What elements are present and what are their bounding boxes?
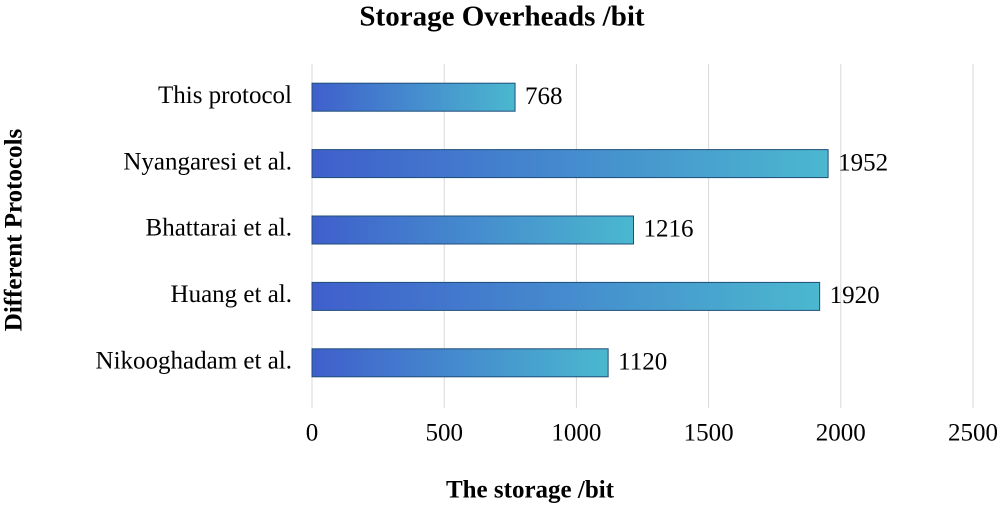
data-label: 1952: [838, 149, 888, 176]
x-tick-label: 0: [306, 420, 319, 447]
x-tick-label: 1500: [684, 420, 734, 447]
bar: [311, 348, 609, 378]
data-label: 1120: [618, 349, 667, 376]
y-tick-label: Nyangaresi et al.: [123, 148, 292, 175]
x-tick-label: 2000: [816, 420, 866, 447]
bar: [311, 149, 829, 179]
x-tick-label: 1000: [551, 420, 601, 447]
data-label: 1216: [644, 216, 694, 243]
y-tick-label: Bhattarai et al.: [146, 215, 292, 242]
y-tick-label: This protocol: [158, 82, 292, 109]
y-tick-label: Huang et al.: [171, 281, 292, 308]
bar: [311, 281, 821, 311]
y-tick-label: Nikooghadam et al.: [96, 348, 292, 375]
data-label: 1920: [830, 282, 880, 309]
data-label: 768: [525, 83, 563, 110]
bar: [311, 82, 516, 112]
x-tick-label: 2500: [948, 420, 998, 447]
y-axis-title: Different Protocols: [1, 128, 28, 331]
x-tick-label: 500: [425, 420, 463, 447]
bar: [311, 215, 635, 245]
chart-title: Storage Overheads /bit: [359, 1, 644, 33]
x-axis-title: The storage /bit: [446, 477, 615, 504]
